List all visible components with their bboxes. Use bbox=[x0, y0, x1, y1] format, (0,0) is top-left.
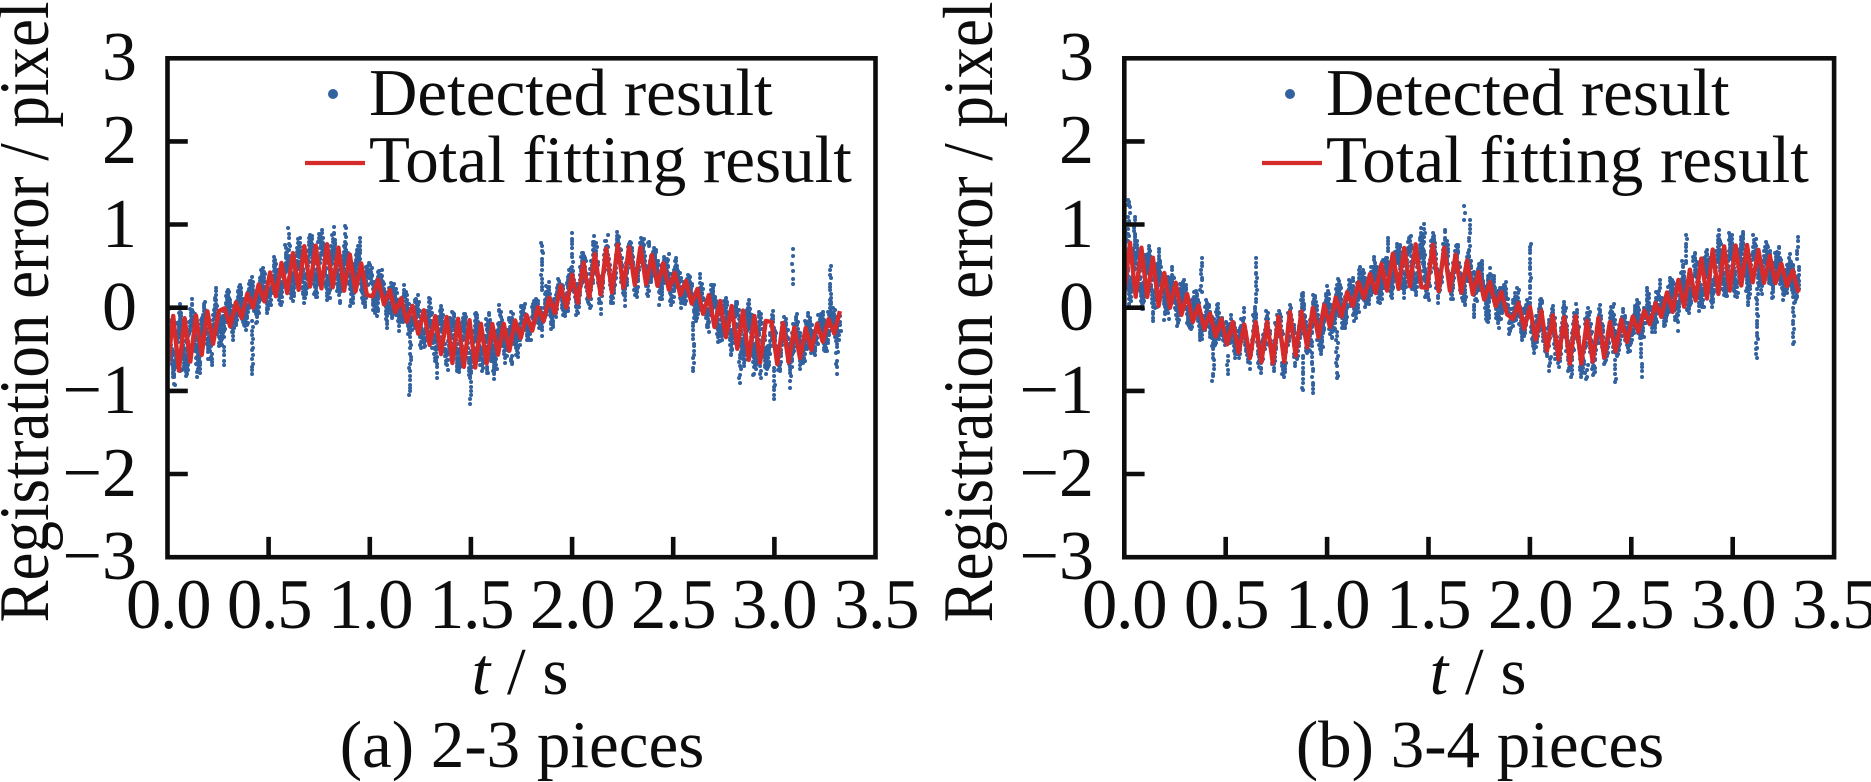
svg-text:−3: −3 bbox=[63, 518, 137, 595]
svg-text:2: 2 bbox=[102, 102, 137, 179]
svg-text:Detected result: Detected result bbox=[369, 56, 773, 130]
svg-text:0: 0 bbox=[1059, 269, 1094, 346]
svg-text:0.0: 0.0 bbox=[126, 566, 210, 644]
svg-text:2.5: 2.5 bbox=[1589, 566, 1673, 644]
svg-text:−2: −2 bbox=[1020, 435, 1094, 512]
svg-text:3.5: 3.5 bbox=[1792, 566, 1871, 644]
svg-text:t / s: t / s bbox=[472, 635, 569, 709]
svg-text:−2: −2 bbox=[63, 435, 137, 512]
svg-text:Registration error / pixel: Registration error / pixel bbox=[930, 2, 1008, 623]
svg-text:2.5: 2.5 bbox=[631, 566, 715, 644]
svg-text:Detected result: Detected result bbox=[1326, 56, 1730, 130]
svg-text:0.5: 0.5 bbox=[227, 566, 311, 644]
svg-text:0.5: 0.5 bbox=[1184, 566, 1268, 644]
svg-text:2: 2 bbox=[1059, 102, 1094, 179]
svg-text:−3: −3 bbox=[1020, 518, 1094, 595]
svg-text:1.0: 1.0 bbox=[328, 566, 412, 644]
svg-text:0: 0 bbox=[102, 269, 137, 346]
svg-text:(b) 3-4 pieces: (b) 3-4 pieces bbox=[1296, 708, 1664, 782]
svg-text:1.0: 1.0 bbox=[1285, 566, 1369, 644]
svg-text:3.0: 3.0 bbox=[1691, 566, 1775, 644]
svg-text:(a) 2-3 pieces: (a) 2-3 pieces bbox=[340, 708, 705, 782]
svg-text:−1: −1 bbox=[63, 352, 137, 429]
svg-text:3.0: 3.0 bbox=[732, 566, 816, 644]
svg-text:−1: −1 bbox=[1020, 352, 1094, 429]
svg-text:2.0: 2.0 bbox=[530, 566, 614, 644]
svg-text:0.0: 0.0 bbox=[1082, 566, 1166, 644]
svg-text:1: 1 bbox=[102, 186, 137, 263]
svg-text:Registration error / pixel: Registration error / pixel bbox=[0, 2, 64, 623]
svg-text:3: 3 bbox=[1059, 19, 1094, 96]
svg-text:1.5: 1.5 bbox=[1386, 566, 1470, 644]
svg-text:t / s: t / s bbox=[1430, 635, 1527, 709]
svg-text:Total fitting result: Total fitting result bbox=[369, 123, 852, 197]
svg-text:3: 3 bbox=[102, 19, 137, 96]
svg-text:2.0: 2.0 bbox=[1488, 566, 1572, 644]
svg-text:3.5: 3.5 bbox=[834, 566, 918, 644]
svg-text:Total fitting result: Total fitting result bbox=[1326, 123, 1809, 197]
svg-text:1: 1 bbox=[1059, 186, 1094, 263]
svg-text:1.5: 1.5 bbox=[429, 566, 513, 644]
